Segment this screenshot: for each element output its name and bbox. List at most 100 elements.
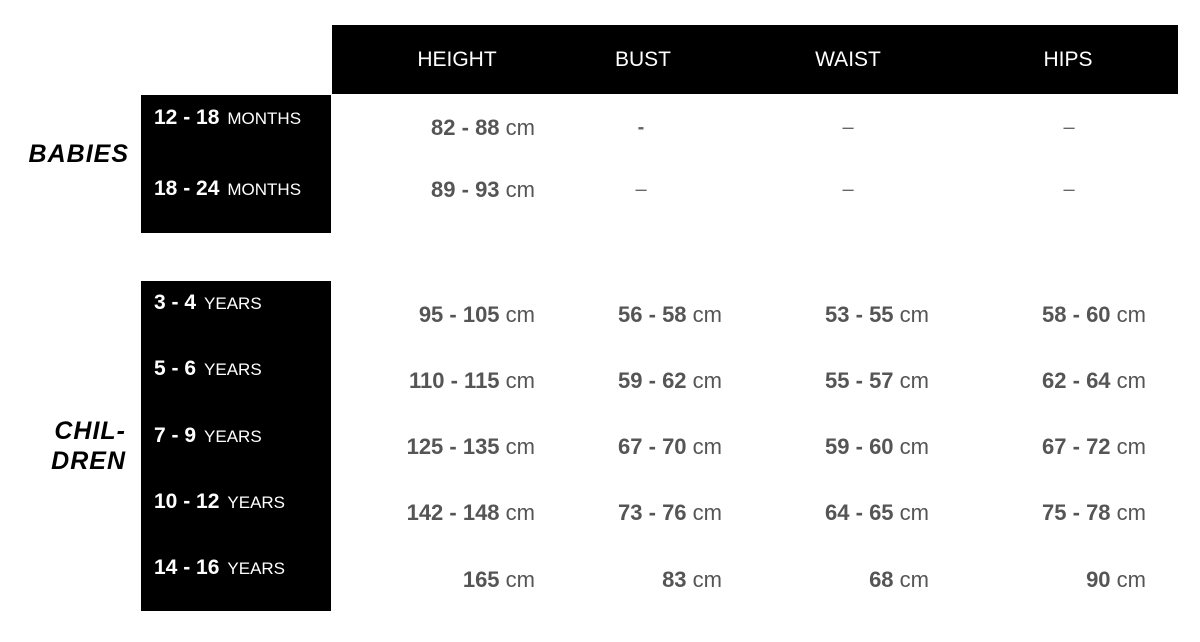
measurement-unit: cm [1116,567,1146,592]
age-range: 3 - 4 [154,291,197,314]
measurement-value: 89 - 93 cm [431,177,535,203]
children-age-column [141,281,331,611]
measurement-unit: cm [1116,368,1146,393]
measurement-value: 58 - 60 cm [1042,302,1146,328]
measurement-value: 142 - 148 cm [407,500,535,526]
measurement-unit: cm [505,567,535,592]
measurement-unit: cm [899,302,929,327]
column-header-hips: HIPS [1043,48,1093,71]
measurement-unit: cm [505,368,535,393]
measurement-unit: cm [899,434,929,459]
measurement-value: 82 - 88 cm [431,115,535,141]
measurement-number: 59 - 62 [618,368,687,393]
measurement-number: 165 [462,567,500,592]
measurement-number: 67 - 70 [618,434,687,459]
age-unit: YEARS [227,493,286,512]
measurement-number: 95 - 105 [418,302,500,327]
measurement-number: 83 [662,567,687,592]
age-range: 5 - 6 [154,357,197,380]
age-unit: YEARS [204,360,262,379]
measurement-value: 53 - 55 cm [825,302,929,328]
measurement-number: 58 - 60 [1042,302,1111,327]
age-label: 10 - 12 YEARS [154,490,285,514]
measurement-unit: cm [1116,302,1146,327]
measurement-value: 125 - 135 cm [407,434,535,460]
measurement-number: 89 - 93 [431,177,500,202]
measurement-number: 53 - 55 [825,302,894,327]
empty-value: - [637,116,645,139]
group-label-babies: BABIES [28,140,129,168]
measurement-number: 90 [1086,567,1111,592]
measurement-number: 64 - 65 [825,500,894,525]
age-range: 7 - 9 [154,424,197,447]
measurement-value: 165 cm [463,567,535,593]
measurement-unit: cm [1116,434,1146,459]
age-range: 10 - 12 [154,490,220,513]
measurement-value: 59 - 60 cm [825,434,929,460]
measurement-unit: cm [692,500,722,525]
age-unit: YEARS [204,427,262,446]
column-header-bar: HEIGHT BUST WAIST HIPS [332,25,1178,94]
age-label: 12 - 18 MONTHS [154,106,301,130]
measurement-number: 125 - 135 [406,434,500,459]
measurement-number: 82 - 88 [431,115,500,140]
measurement-unit: cm [692,368,722,393]
age-label: 5 - 6 YEARS [154,357,262,381]
measurement-value: 90 cm [1086,567,1146,593]
age-range: 18 - 24 [154,177,220,200]
measurement-unit: cm [505,434,535,459]
column-header-waist: WAIST [815,48,881,71]
age-unit: YEARS [227,559,286,578]
measurement-number: 67 - 72 [1042,434,1111,459]
age-range: 14 - 16 [154,556,220,579]
age-label: 18 - 24 MONTHS [154,177,301,201]
measurement-number: 59 - 60 [825,434,894,459]
measurement-value: 110 - 115 cm [409,368,535,394]
measurement-value: 95 - 105 cm [419,302,535,328]
age-label: 3 - 4 YEARS [154,291,262,315]
measurement-number: 68 [869,567,894,592]
measurement-value: 73 - 76 cm [618,500,722,526]
measurement-value: 64 - 65 cm [825,500,929,526]
age-unit: MONTHS [227,109,302,128]
measurement-value: 62 - 64 cm [1042,368,1146,394]
measurement-unit: cm [505,177,535,202]
measurement-unit: cm [899,368,929,393]
empty-value: – [635,178,647,201]
measurement-unit: cm [505,115,535,140]
measurement-value: 83 cm [662,567,722,593]
empty-value: – [1063,116,1075,139]
empty-value: – [1063,178,1075,201]
measurement-unit: cm [899,567,929,592]
measurement-value: 59 - 62 cm [618,368,722,394]
group-label-line: DREN [51,447,126,475]
column-header-height: HEIGHT [417,48,497,71]
group-label-line: CHIL- [54,417,126,445]
measurement-value: 68 cm [869,567,929,593]
measurement-unit: cm [692,302,722,327]
age-unit: MONTHS [227,180,302,199]
measurement-number: 55 - 57 [825,368,894,393]
group-label-children: CHIL- DREN [14,416,126,476]
age-range: 12 - 18 [154,106,220,129]
column-header-bust: BUST [614,48,672,71]
measurement-value: 56 - 58 cm [618,302,722,328]
age-unit: YEARS [204,294,262,313]
measurement-unit: cm [505,302,535,327]
measurement-value: 55 - 57 cm [825,368,929,394]
babies-age-column [141,95,331,233]
age-label: 14 - 16 YEARS [154,556,285,580]
measurement-number: 110 - 115 [409,368,500,393]
measurement-number: 62 - 64 [1042,368,1111,393]
age-label: 7 - 9 YEARS [154,424,262,448]
measurement-value: 75 - 78 cm [1042,500,1146,526]
measurement-number: 75 - 78 [1042,500,1111,525]
measurement-value: 67 - 70 cm [618,434,722,460]
measurement-unit: cm [692,434,722,459]
measurement-number: 56 - 58 [618,302,687,327]
measurement-unit: cm [692,567,722,592]
measurement-unit: cm [1116,500,1146,525]
empty-value: – [842,116,854,139]
measurement-unit: cm [505,500,535,525]
measurement-unit: cm [899,500,929,525]
